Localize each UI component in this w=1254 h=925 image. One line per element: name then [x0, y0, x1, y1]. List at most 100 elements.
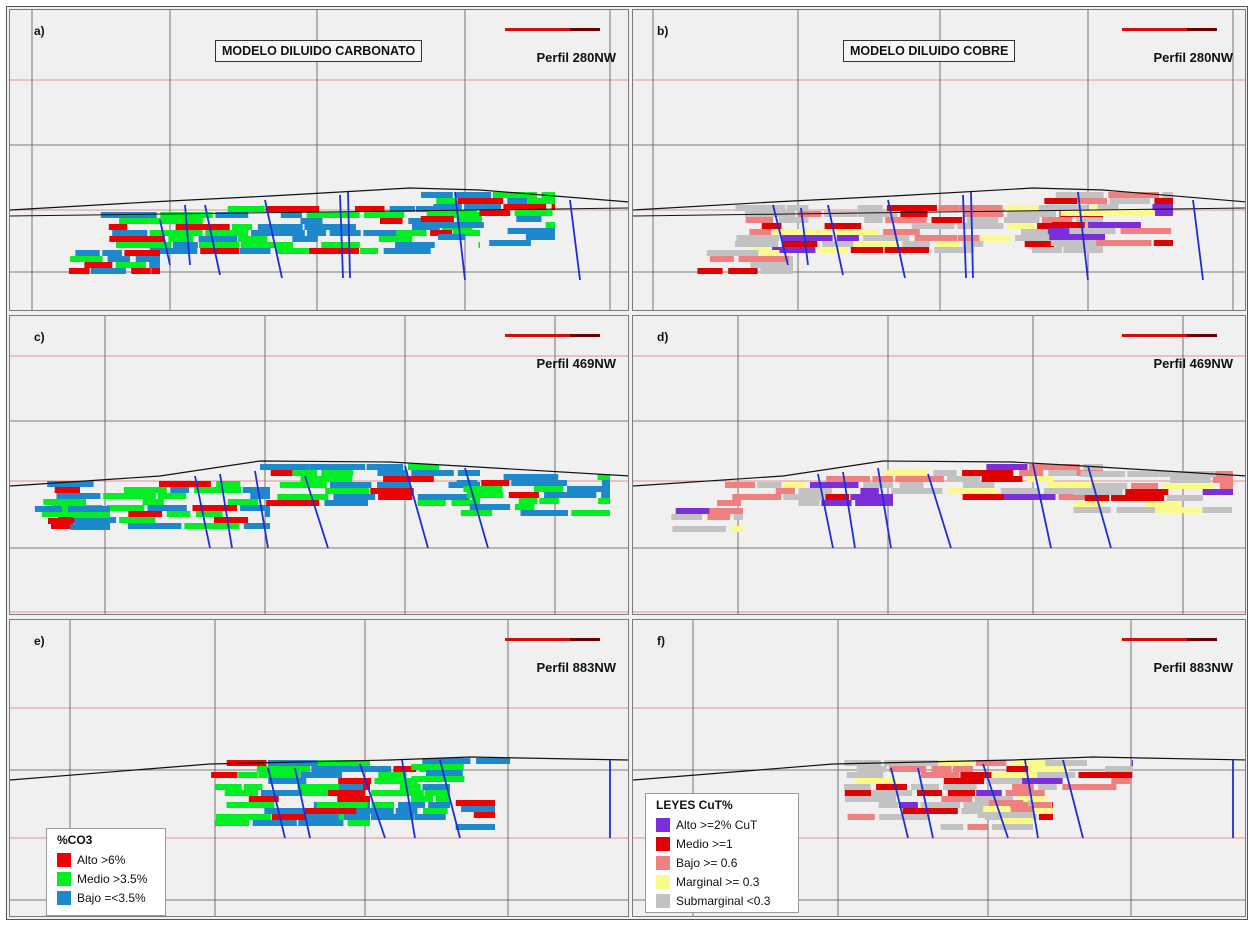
block-model-cell [380, 218, 403, 224]
block-model-cell [902, 808, 958, 814]
block-model-cell [996, 778, 1020, 784]
block-model-cell [1116, 507, 1155, 513]
fault-line [219, 473, 233, 549]
block-model-cell [826, 476, 870, 482]
block-model-cell [974, 796, 1014, 802]
fault-line [970, 191, 974, 279]
block-model-cell [370, 488, 414, 494]
block-model-cell [507, 228, 555, 234]
block-model-cell [1111, 778, 1132, 784]
fault-line [1024, 759, 1039, 839]
block-model-cell [242, 487, 270, 493]
block-model-cell [116, 242, 172, 248]
block-model-cell [411, 796, 433, 802]
block-model-cell [329, 230, 361, 236]
block-model-cell [889, 766, 927, 772]
block-model-cell [70, 524, 110, 530]
block-model-cell [884, 760, 939, 766]
block-model-cell [998, 772, 1038, 778]
block-model-cell [159, 481, 211, 487]
fault-line [827, 204, 844, 276]
block-model-cell [43, 499, 86, 505]
block-model-cell [72, 512, 110, 518]
block-model-cell [539, 498, 559, 504]
legend-title: LEYES CuT% [656, 798, 733, 812]
block-model-cell [395, 242, 435, 248]
block-model-cell [1038, 205, 1088, 211]
block-model-cell [863, 235, 910, 241]
block-model-cell [772, 229, 799, 235]
block-model-cell [1162, 483, 1214, 489]
block-model-cell [772, 247, 816, 253]
scale-bar-dark [1187, 638, 1217, 641]
block-model-cell [420, 216, 454, 222]
block-model-cell [1041, 772, 1076, 778]
panel-c: c) Perfil 469NW [9, 315, 629, 615]
block-model-cell [1109, 198, 1150, 204]
block-model-cell [961, 808, 1003, 814]
block-model-cell [438, 234, 466, 240]
block-model-cell [417, 500, 446, 506]
block-model-cell [256, 766, 311, 772]
block-model-cell [917, 790, 942, 796]
block-model-cell [1000, 488, 1040, 494]
block-model-cell [1043, 488, 1099, 494]
block-model-cell [47, 481, 94, 487]
block-model-cell [1007, 211, 1056, 217]
block-model-cell [1153, 240, 1173, 246]
block-model-cell [428, 802, 450, 808]
block-model-cell [1166, 495, 1203, 501]
block-model-cell [194, 487, 242, 493]
block-model-cell [775, 488, 795, 494]
block-model-cell [1145, 501, 1182, 507]
legend-swatch [656, 855, 670, 870]
block-model-cell [1044, 198, 1078, 204]
block-model-cell [675, 508, 710, 514]
block-model-cell [51, 523, 71, 529]
block-model-cell [339, 784, 364, 790]
block-model-cell [518, 498, 538, 504]
block-model-cell [1022, 778, 1063, 784]
block-model-cell [238, 236, 268, 242]
block-model-cell [455, 192, 491, 198]
block-model-cell [963, 482, 995, 488]
fault-line [927, 473, 952, 549]
block-model-cell [377, 482, 411, 488]
block-model-cell [1029, 766, 1069, 772]
block-model-cell [854, 241, 900, 247]
fault-line [569, 199, 581, 281]
block-model-cell [551, 204, 555, 210]
block-model-cell [1078, 772, 1133, 778]
block-model-cell [328, 790, 366, 796]
legend-item-submarginal: Submarginal <0.3 [656, 891, 798, 910]
block-model-cell [947, 476, 980, 482]
block-model-cell [895, 476, 944, 482]
block-model-cell [571, 510, 610, 516]
fault-line [1087, 465, 1112, 549]
legend-item-marginal: Marginal >= 0.3 [656, 872, 798, 891]
block-model-cell [243, 523, 270, 529]
block-model-cell [479, 210, 511, 216]
block-model-cell [393, 766, 417, 772]
block-model-cell [489, 240, 531, 246]
block-model-cell [264, 808, 307, 814]
legend-co3: %CO3 Alto >6% Medio >3.5% Bajo =<3.5% [46, 828, 166, 916]
block-model-cell [527, 198, 555, 204]
block-model-cell [601, 492, 610, 498]
block-model-cell [1131, 483, 1158, 489]
legend-item-alto: Alto >6% [57, 850, 165, 869]
block-model-cell [344, 814, 366, 820]
block-model-cell [1062, 784, 1117, 790]
block-model-cell [292, 236, 318, 242]
block-model-cell [324, 500, 368, 506]
block-model-cell [798, 488, 832, 494]
block-model-cell [411, 764, 464, 770]
block-model-cell [1079, 198, 1107, 204]
legend-item-alto: Alto >=2% CuT [656, 815, 798, 834]
block-model-cell [309, 248, 359, 254]
block-model-cell [173, 242, 198, 248]
block-model-cell [1215, 471, 1233, 477]
block-model-cell [749, 247, 770, 253]
block-model-cell [988, 800, 1024, 806]
fault-line [1077, 191, 1089, 281]
